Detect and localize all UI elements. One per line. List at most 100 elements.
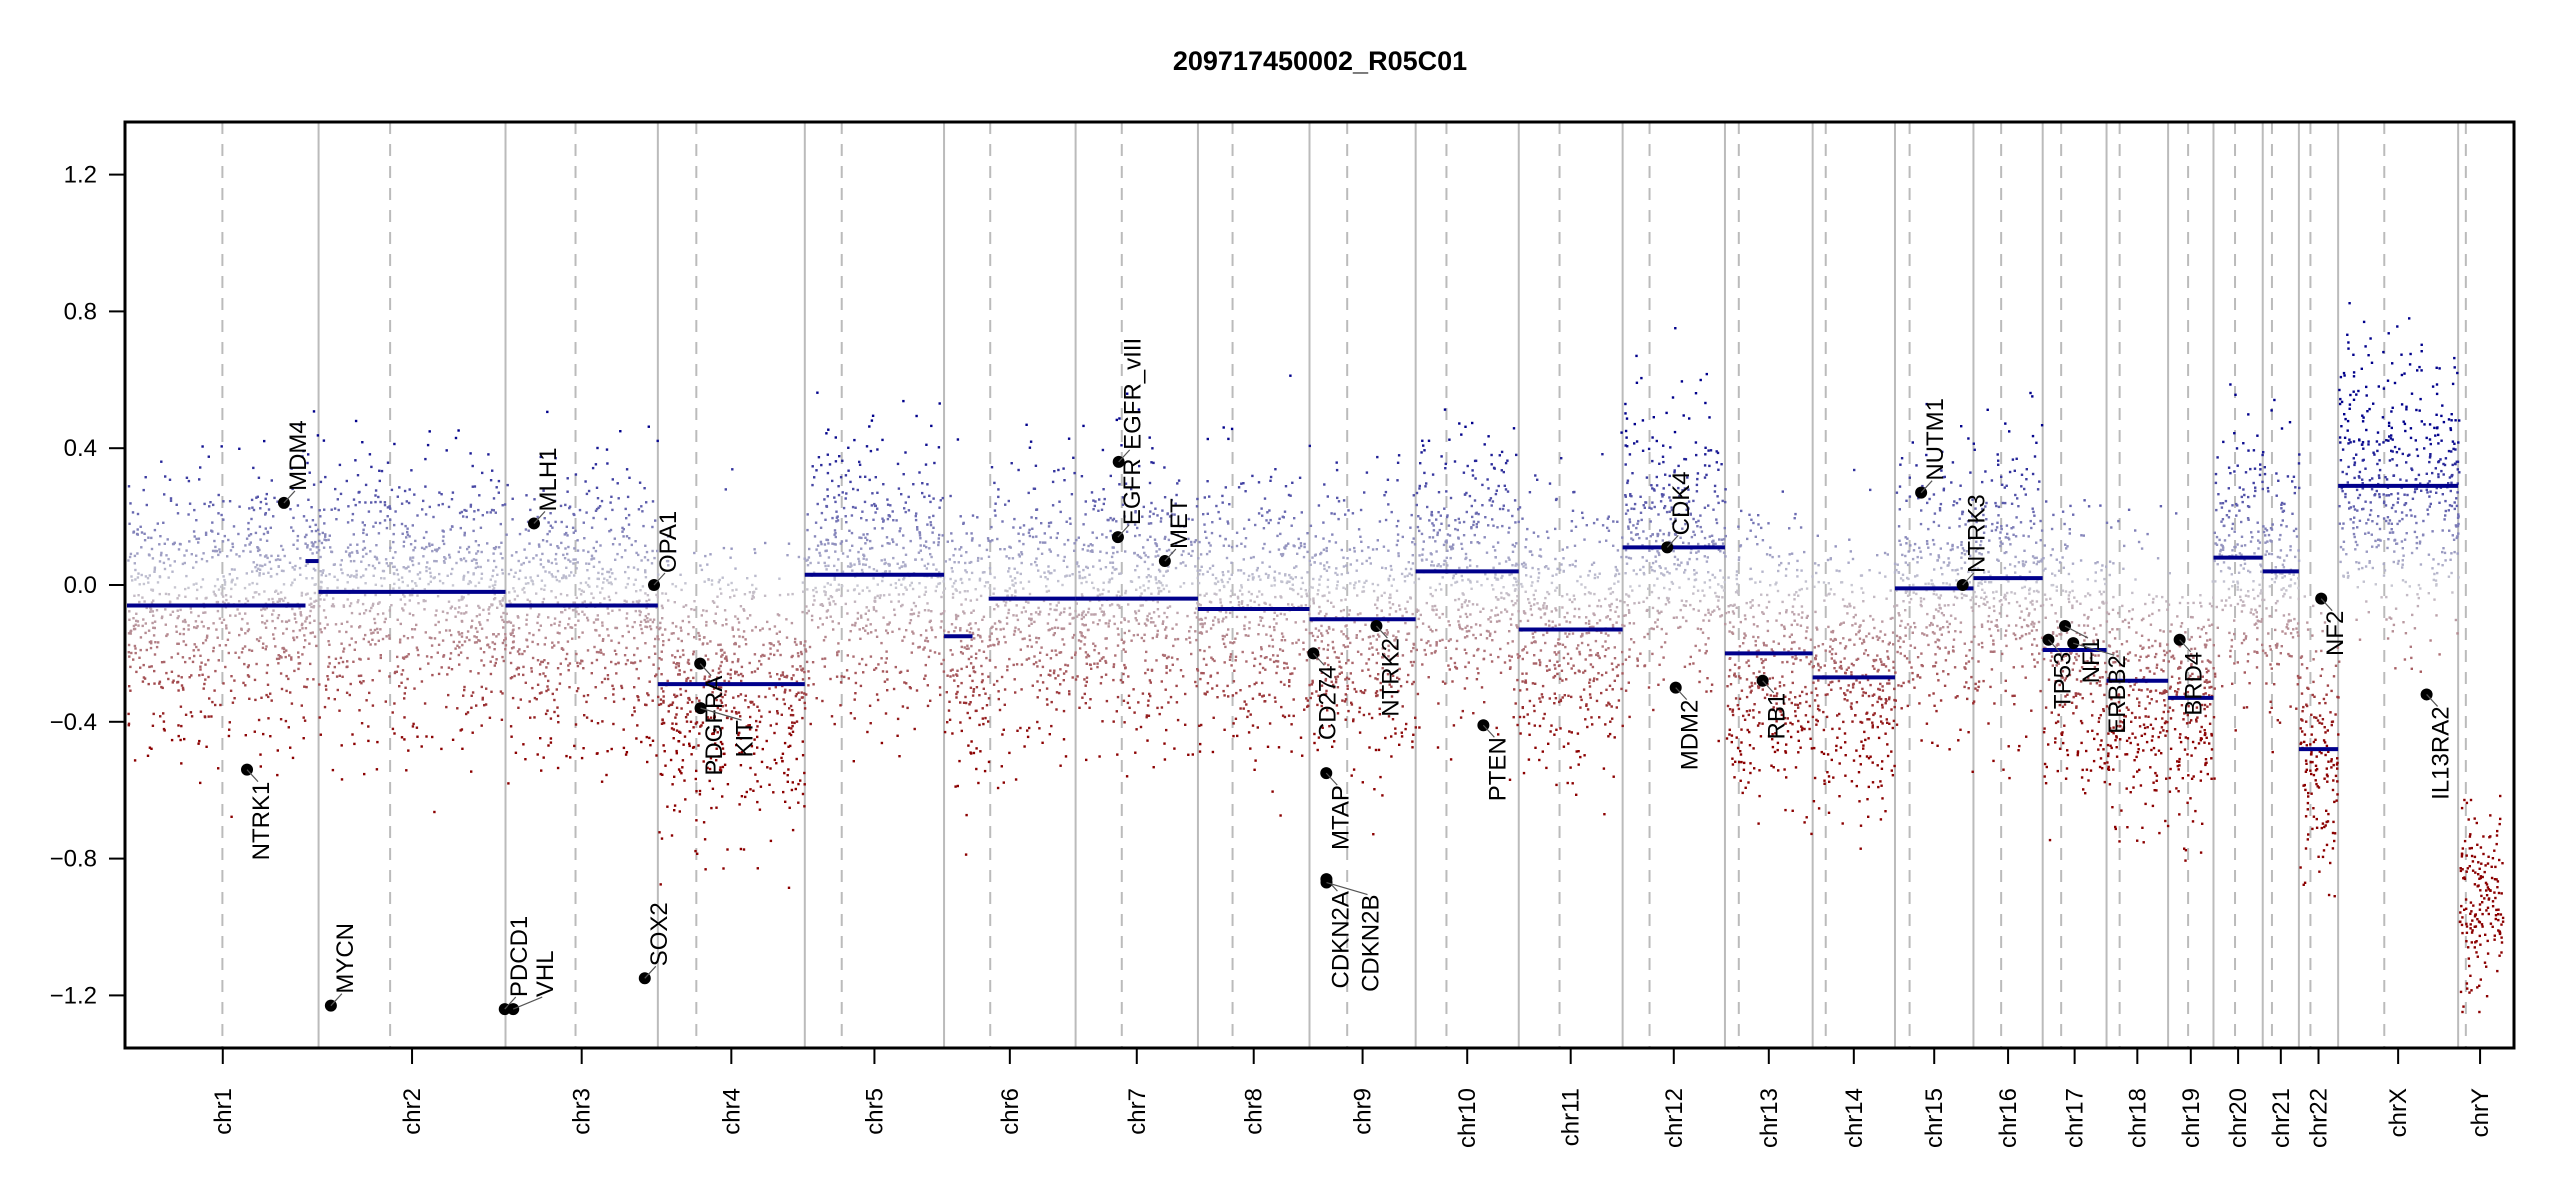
probe-point — [416, 514, 419, 517]
probe-point — [825, 568, 828, 571]
probe-point — [325, 594, 328, 597]
probe-point — [539, 455, 542, 459]
probe-point — [1016, 571, 1019, 574]
probe-point — [266, 663, 269, 667]
probe-point — [1036, 665, 1039, 668]
probe-point — [264, 626, 268, 629]
probe-point — [458, 633, 461, 636]
probe-point — [277, 614, 281, 617]
probe-point — [448, 629, 451, 632]
probe-point — [539, 558, 542, 561]
probe-point — [907, 495, 910, 499]
probe-point — [595, 507, 599, 511]
probe-point — [858, 460, 861, 464]
probe-point — [1202, 657, 1206, 661]
probe-point — [737, 628, 740, 631]
probe-point — [177, 615, 180, 618]
probe-point — [1185, 638, 1188, 641]
probe-point — [817, 561, 820, 564]
probe-point — [681, 619, 684, 623]
probe-point — [217, 553, 220, 557]
probe-point — [435, 549, 438, 553]
probe-point — [1166, 569, 1169, 572]
probe-point — [801, 716, 804, 720]
probe-point — [298, 607, 301, 610]
probe-point — [132, 624, 136, 628]
probe-point — [592, 516, 595, 520]
probe-point — [212, 503, 215, 507]
probe-point — [554, 520, 557, 524]
probe-point — [1182, 582, 1186, 585]
probe-point — [1217, 618, 1220, 621]
probe-point — [1293, 545, 1296, 548]
probe-point — [1199, 593, 1202, 597]
probe-point — [475, 641, 478, 644]
probe-point — [477, 544, 480, 547]
probe-point — [823, 561, 826, 565]
probe-point — [1027, 657, 1031, 660]
probe-point — [360, 682, 363, 685]
probe-point — [1028, 638, 1032, 642]
probe-point — [1084, 702, 1087, 705]
probe-point — [1112, 663, 1116, 666]
probe-point — [1152, 611, 1156, 614]
probe-point — [521, 588, 524, 591]
probe-point — [396, 665, 400, 668]
probe-point — [1197, 581, 1201, 585]
probe-point — [585, 700, 588, 704]
probe-point — [1146, 668, 1150, 671]
probe-point — [770, 642, 773, 646]
probe-point — [876, 583, 879, 586]
probe-point — [917, 614, 920, 618]
probe-point — [306, 546, 309, 549]
probe-point — [997, 690, 1000, 693]
probe-point — [585, 562, 588, 565]
probe-point — [1247, 710, 1250, 713]
probe-point — [1143, 560, 1147, 564]
probe-point — [216, 636, 219, 639]
probe-point — [1215, 684, 1219, 687]
probe-point — [880, 559, 883, 562]
probe-point — [698, 732, 701, 735]
probe-point — [659, 883, 662, 886]
probe-point — [364, 633, 367, 637]
probe-point — [1279, 680, 1283, 684]
probe-point — [487, 612, 491, 615]
probe-point — [923, 564, 926, 567]
probe-point — [529, 508, 532, 512]
probe-point — [941, 496, 944, 500]
probe-point — [803, 670, 806, 674]
probe-point — [919, 544, 922, 547]
probe-point — [716, 605, 719, 608]
probe-point — [599, 648, 602, 652]
probe-point — [1098, 498, 1101, 501]
probe-point — [837, 558, 840, 561]
probe-point — [872, 577, 875, 580]
probe-point — [384, 617, 387, 621]
probe-point — [747, 724, 750, 727]
probe-point — [694, 849, 697, 853]
probe-point — [571, 637, 574, 640]
probe-point — [154, 641, 157, 644]
probe-point — [680, 772, 683, 775]
probe-point — [403, 716, 406, 719]
probe-point — [786, 780, 789, 783]
probe-point — [197, 742, 200, 745]
probe-point — [566, 534, 569, 537]
probe-point — [824, 564, 827, 568]
probe-point — [163, 567, 167, 571]
probe-point — [451, 491, 455, 494]
probe-point — [901, 705, 905, 708]
probe-point — [318, 509, 321, 512]
probe-point — [850, 531, 854, 535]
probe-point — [611, 508, 614, 512]
probe-point — [1058, 500, 1061, 503]
probe-point — [389, 507, 392, 510]
probe-point — [127, 485, 131, 488]
probe-point — [376, 631, 379, 634]
probe-point — [718, 686, 721, 689]
probe-point — [486, 542, 489, 545]
probe-point — [857, 550, 860, 554]
probe-point — [797, 691, 800, 694]
probe-point — [509, 621, 513, 624]
